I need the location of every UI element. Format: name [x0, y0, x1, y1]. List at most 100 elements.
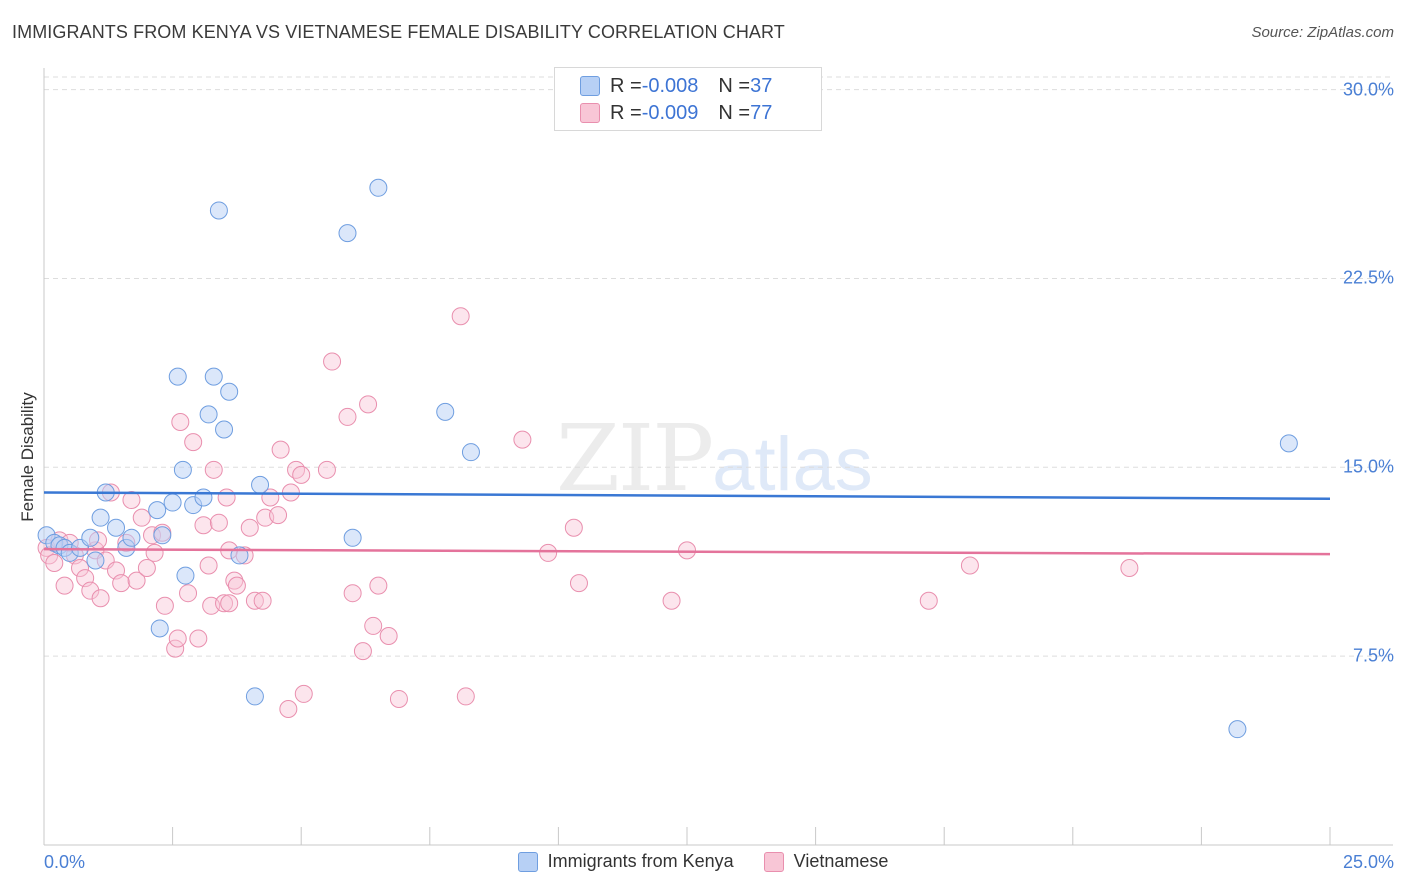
vietnamese-point	[379, 627, 398, 646]
legend-item-kenya[interactable]: Immigrants from Kenya	[517, 851, 734, 872]
kenya-swatch	[580, 76, 600, 96]
chart-legend: Immigrants from Kenya Vietnamese	[0, 851, 1406, 872]
kenya-point	[436, 402, 455, 421]
vietnamese-point	[132, 508, 151, 527]
kenya-point	[194, 488, 213, 507]
legend-item-vietnamese[interactable]: Vietnamese	[763, 851, 889, 872]
vietnamese-point	[91, 589, 110, 608]
vietnamese-point	[919, 591, 938, 610]
kenya-points	[37, 178, 1298, 739]
vietnamese-point	[215, 594, 234, 613]
vietnamese-point	[353, 642, 372, 661]
kenya-point	[204, 367, 223, 386]
vietnamese-point	[451, 307, 470, 326]
kenya-point	[86, 551, 105, 570]
y-tick-label: 30.0%	[1342, 79, 1394, 100]
vietnamese-point	[343, 584, 362, 603]
vietnamese-point	[145, 543, 164, 562]
kenya-point	[461, 443, 480, 462]
kenya-point	[150, 619, 169, 638]
kenya-point	[81, 528, 100, 547]
vietnamese-point	[220, 594, 239, 613]
grid-lines	[44, 76, 1393, 657]
kenya-n-label: N =	[718, 74, 751, 97]
legend-label-vietnamese: Vietnamese	[793, 851, 889, 871]
source-credit: Source: ZipAtlas.com	[1251, 24, 1394, 41]
kenya-point	[230, 546, 249, 565]
vietnamese-point	[184, 433, 203, 452]
vietnamese-point	[168, 629, 187, 648]
vietnamese-point	[292, 465, 311, 484]
vietnamese-trend-line	[43, 547, 1331, 556]
kenya-point	[173, 460, 192, 479]
vietnamese-n-value: 77	[750, 101, 773, 124]
vietnamese-point	[189, 629, 208, 648]
vietnamese-point	[389, 689, 408, 708]
vietnamese-point	[225, 571, 244, 590]
watermark-atlas: atlas	[712, 422, 873, 507]
kenya-point	[91, 508, 110, 527]
kenya-point	[107, 518, 126, 537]
vietnamese-point	[369, 576, 388, 595]
vietnamese-r-label: R =	[610, 101, 642, 124]
vietnamese-point	[55, 576, 74, 595]
vietnamese-point	[127, 571, 146, 590]
vietnamese-point	[279, 700, 298, 719]
vietnamese-point	[240, 518, 259, 537]
kenya-point	[168, 367, 187, 386]
vietnamese-point	[179, 584, 198, 603]
vietnamese-point	[513, 430, 532, 449]
vietnamese-point	[269, 506, 288, 525]
vietnamese-point	[323, 352, 342, 371]
kenya-point	[1228, 720, 1247, 739]
kenya-point	[209, 201, 228, 220]
stats-row-kenya: R = -0.008 N = 37	[555, 72, 772, 100]
y-axis-title: Female Disability	[18, 392, 37, 522]
vietnamese-point	[271, 440, 290, 459]
x-axis-ticks	[43, 827, 1331, 845]
vietnamese-point	[364, 616, 383, 635]
vietnamese-point	[209, 513, 228, 532]
kenya-n-value: 37	[750, 74, 773, 97]
vietnamese-point	[662, 591, 681, 610]
kenya-point	[338, 224, 357, 243]
kenya-point	[153, 526, 172, 545]
vietnamese-point	[1120, 559, 1139, 578]
y-tick-label: 15.0%	[1342, 456, 1394, 477]
vietnamese-point	[45, 553, 64, 572]
vietnamese-point	[245, 591, 264, 610]
vietnamese-point	[217, 488, 236, 507]
vietnamese-point	[171, 412, 190, 431]
vietnamese-point	[359, 395, 378, 414]
vietnamese-swatch	[580, 103, 600, 123]
vietnamese-point	[287, 460, 306, 479]
kenya-r-label: R =	[610, 74, 642, 97]
correlation-stats-box: R = -0.008 N = 37 R = -0.009 N = 77	[554, 67, 822, 131]
legend-label-kenya: Immigrants from Kenya	[547, 851, 734, 871]
vietnamese-r-value: -0.009	[641, 101, 699, 124]
vietnamese-point	[137, 559, 156, 578]
vietnamese-point	[539, 543, 558, 562]
vietnamese-point	[294, 684, 313, 703]
kenya-r-value: -0.008	[641, 74, 699, 97]
kenya-point	[122, 528, 141, 547]
y-tick-label: 22.5%	[1342, 267, 1394, 288]
kenya-point	[163, 493, 182, 512]
legend-swatch-kenya	[517, 851, 538, 872]
vietnamese-n-label: N =	[718, 101, 751, 124]
vietnamese-point	[456, 687, 475, 706]
x-axis-max-label: 25.0%	[1342, 852, 1394, 872]
kenya-point	[199, 405, 218, 424]
x-axis-min-label: 0.0%	[44, 852, 86, 872]
kenya-point	[148, 501, 167, 520]
kenya-point	[176, 566, 195, 585]
kenya-point	[245, 687, 264, 706]
vietnamese-point	[569, 574, 588, 593]
vietnamese-point	[338, 407, 357, 426]
vietnamese-point	[204, 460, 223, 479]
vietnamese-point	[253, 591, 272, 610]
y-tick-label: 7.5%	[1352, 645, 1394, 666]
vietnamese-point	[155, 596, 174, 615]
kenya-point	[251, 475, 270, 494]
vietnamese-point	[81, 581, 100, 600]
